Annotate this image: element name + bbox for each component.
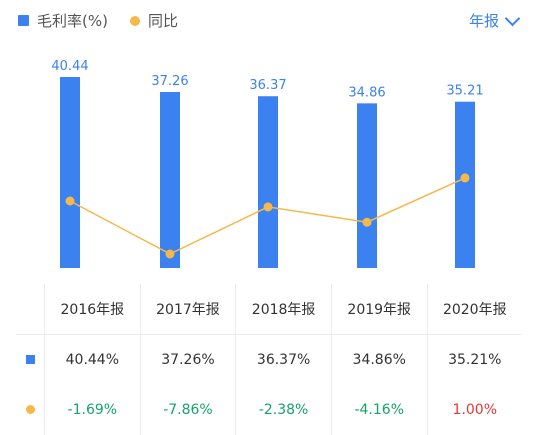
period-selector[interactable]: 年报 — [468, 10, 521, 31]
data-table: 2016年报 2017年报 2018年报 2019年报 2020年报 40.44… — [16, 284, 522, 435]
table-cell: 37.26% — [139, 334, 236, 385]
line-point — [362, 217, 372, 227]
bar — [258, 96, 278, 268]
line-point — [65, 196, 75, 206]
table-cell: 35.21% — [426, 334, 522, 385]
table-cell: -1.69% — [44, 385, 141, 435]
legend-series2-label: 同比 — [147, 12, 178, 30]
chevron-down-icon — [504, 10, 521, 26]
bar — [60, 77, 80, 268]
table-row: 40.44% 37.26% 36.37% 34.86% 35.21% — [16, 334, 522, 386]
line-series-marker — [129, 15, 140, 26]
bar-data-label: 34.86 — [348, 85, 385, 100]
table-cell: 1.00% — [426, 385, 522, 435]
bar — [160, 92, 180, 268]
table-cell: 40.44% — [44, 334, 141, 385]
bar-series-marker — [18, 15, 29, 26]
table-header-blank — [16, 284, 45, 335]
line-point — [460, 173, 470, 183]
legend-series1-label: 毛利率(%) — [37, 12, 108, 30]
line-point — [263, 202, 273, 212]
bar-data-label: 35.21 — [446, 84, 483, 99]
bar-data-label: 36.37 — [249, 78, 286, 93]
table-cell: 36.37% — [235, 334, 332, 385]
bar — [455, 101, 475, 268]
table-cell: -4.16% — [330, 385, 428, 435]
chart: 40.44 37.26 36.37 34.86 35.21 — [51, 59, 484, 268]
table-header-cell: 2017年报 — [139, 284, 236, 335]
table-header-cell: 2016年报 — [44, 284, 141, 335]
table-row: -1.69% -7.86% -2.38% -4.16% 1.00% — [16, 385, 522, 435]
legend: 毛利率(%) 同比 — [18, 10, 178, 31]
table-cell: 34.86% — [330, 334, 428, 385]
row-marker — [16, 385, 45, 435]
table-header-cell: 2018年报 — [235, 284, 332, 335]
period-selector-label: 年报 — [468, 12, 499, 30]
line-series-marker — [25, 405, 35, 414]
table-cell: -2.38% — [235, 385, 332, 435]
bar-data-label: 40.44 — [51, 59, 88, 74]
bar-data-label: 37.26 — [151, 74, 188, 89]
table-header-cell: 2019年报 — [330, 284, 428, 335]
table-cell: -7.86% — [139, 385, 236, 435]
row-marker — [16, 335, 45, 386]
table-header-row: 2016年报 2017年报 2018年报 2019年报 2020年报 — [16, 284, 522, 335]
bar — [357, 103, 377, 268]
bar-series-marker — [25, 355, 35, 364]
table-header-cell: 2020年报 — [426, 284, 522, 335]
line-point — [165, 249, 175, 259]
